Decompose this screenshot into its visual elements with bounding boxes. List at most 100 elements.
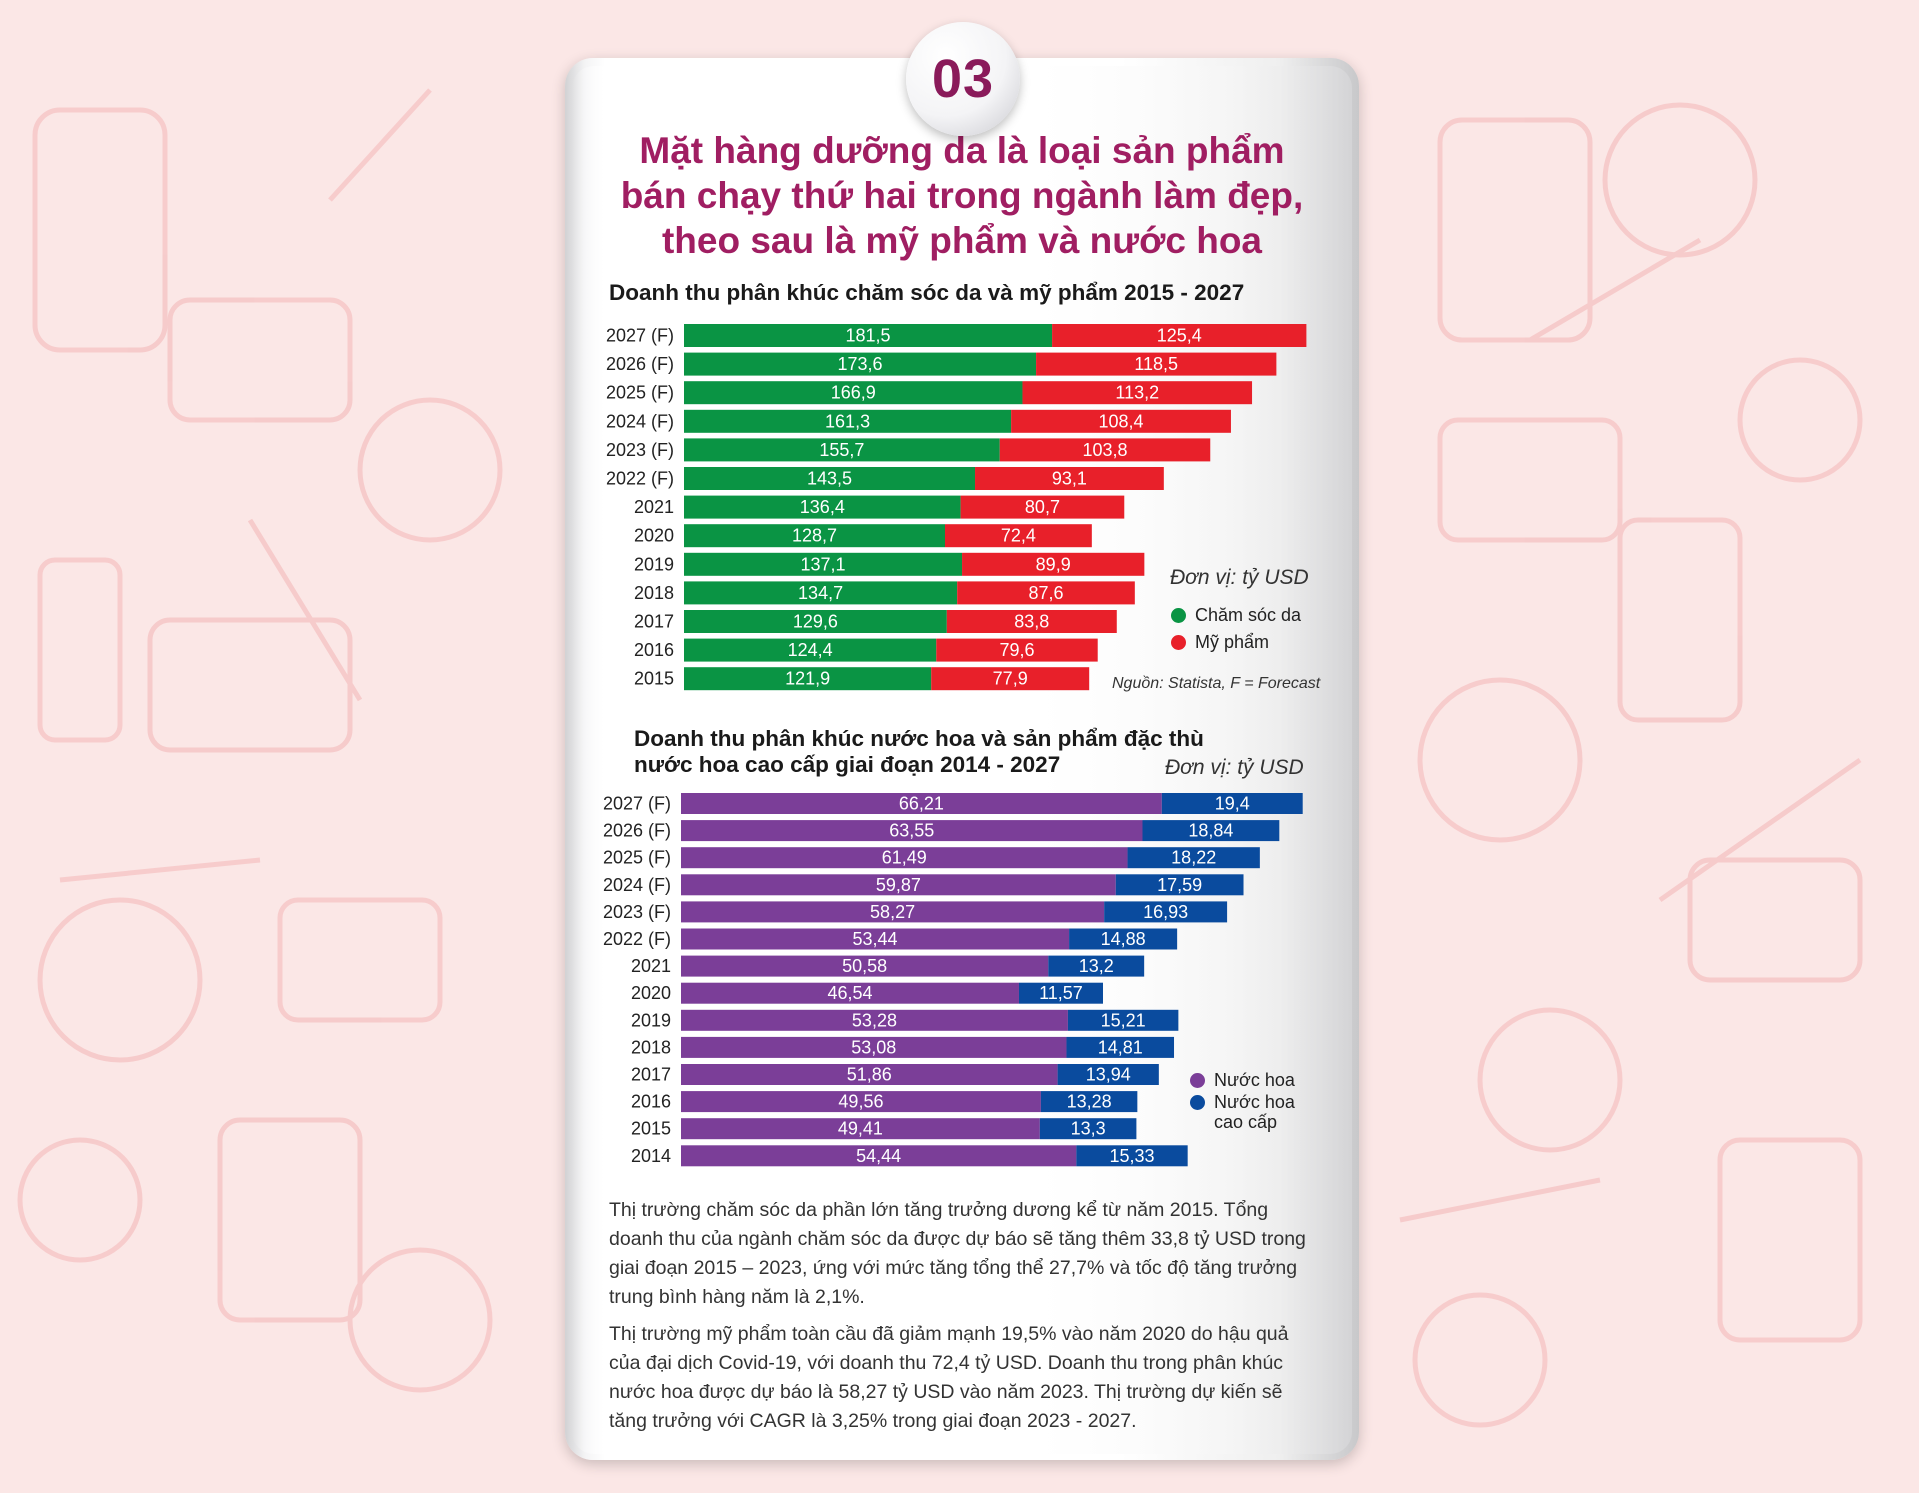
chart2-data-label-luxury-perfume: 13,2	[1079, 956, 1114, 976]
chart1-data-label-skincare: 128,7	[792, 526, 837, 546]
chart2-bar-luxury-perfume	[1115, 874, 1244, 896]
chart2-bar-perfume	[681, 901, 1105, 923]
chart2-title-line-1: Doanh thu phân khúc nước hoa và sản phẩm…	[634, 726, 1204, 751]
chart2-unit: Đơn vị: tỷ USD	[1165, 756, 1304, 779]
chart1-category-label: 2024 (F)	[606, 411, 674, 431]
chart1-category-label: 2021	[634, 497, 674, 517]
section-number-badge: 03	[906, 22, 1020, 136]
chart1-unit: Đơn vị: tỷ USD	[1170, 566, 1309, 589]
chart1-data-label-skincare: 136,4	[800, 497, 845, 517]
legend-dot-skincare	[1171, 608, 1186, 623]
chart2-category-label: 2027 (F)	[603, 794, 671, 814]
chart1-bar-skincare	[684, 581, 958, 605]
chart2-data-label-luxury-perfume: 17,59	[1157, 875, 1202, 895]
chart2-data-label-luxury-perfume: 16,93	[1143, 902, 1188, 922]
chart2-data-label-perfume: 46,54	[827, 983, 872, 1003]
chart1-bar-skincare	[684, 352, 1037, 376]
chart2-bar-luxury-perfume	[1127, 847, 1260, 869]
chart2-bar-luxury-perfume	[1142, 820, 1280, 842]
chart2-bar-perfume	[681, 1091, 1041, 1113]
chart1-data-label-skincare: 181,5	[846, 326, 891, 346]
chart1-category-label: 2020	[634, 526, 674, 546]
chart1-bar-skincare	[684, 467, 976, 490]
chart2-bar-perfume	[681, 820, 1143, 842]
chart1-data-label-cosmetics: 80,7	[1025, 497, 1060, 517]
chart1-bar-cosmetics	[931, 667, 1090, 691]
headline-line-2: bán chạy thứ hai trong ngành làm đẹp,	[620, 175, 1304, 216]
chart1-skincare-cosmetics: 2027 (F) 181,5 125,4 2026 (F) 173,6 118,5 2025…	[606, 324, 1307, 691]
chart1-data-label-cosmetics: 83,8	[1014, 612, 1049, 632]
chart2-bar-perfume	[681, 1145, 1077, 1167]
legend-label-perfume: Nước hoa	[1214, 1070, 1295, 1090]
legend-dot-luxury	[1190, 1095, 1205, 1110]
chart1-bar-skincare	[684, 381, 1023, 405]
chart1-bar-skincare	[684, 638, 937, 662]
chart2-data-label-luxury-perfume: 15,33	[1109, 1146, 1154, 1166]
chart2-category-label: 2017	[631, 1065, 671, 1085]
chart1-data-label-skincare: 134,7	[798, 583, 843, 603]
chart2-bar-perfume	[681, 1064, 1058, 1085]
chart1-bar-cosmetics	[1011, 409, 1231, 433]
chart2-data-label-luxury-perfume: 14,81	[1098, 1037, 1143, 1057]
chart1-data-label-skincare: 166,9	[831, 383, 876, 403]
chart1-data-label-cosmetics: 87,6	[1028, 583, 1063, 603]
chart1-bar-skincare	[684, 324, 1053, 347]
chart2-bar-perfume	[681, 1009, 1068, 1031]
chart2-category-label: 2016	[631, 1092, 671, 1112]
chart2-category-label: 2023 (F)	[603, 902, 671, 922]
chart2-data-label-perfume: 50,58	[842, 956, 887, 976]
chart1-category-label: 2017	[634, 612, 674, 632]
chart2-bar-perfume	[681, 1118, 1040, 1140]
chart2-bar-luxury-perfume	[1066, 1036, 1175, 1058]
chart2-category-label: 2018	[631, 1037, 671, 1057]
chart1-bar-cosmetics	[1052, 324, 1307, 347]
chart1-bar-cosmetics	[1022, 381, 1253, 405]
headline-line-1: Mặt hàng dưỡng da là loại sản phẩm	[639, 130, 1285, 171]
chart2-data-label-perfume: 51,86	[847, 1065, 892, 1085]
chart1-data-label-cosmetics: 118,5	[1134, 354, 1178, 374]
chart1-data-label-skincare: 129,6	[793, 612, 838, 632]
chart2-category-label: 2024 (F)	[603, 875, 671, 895]
chart1-category-label: 2016	[634, 640, 674, 660]
chart1-data-label-skincare: 143,5	[807, 469, 852, 489]
chart1-bar-cosmetics	[975, 467, 1164, 490]
chart2-bar-luxury-perfume	[1076, 1145, 1188, 1167]
chart2-data-label-luxury-perfume: 11,57	[1039, 983, 1083, 1003]
chart1-bar-skincare	[684, 610, 947, 633]
chart2-bar-perfume	[681, 955, 1049, 977]
chart1-data-label-cosmetics: 108,4	[1099, 411, 1144, 431]
chart2-bar-luxury-perfume	[1104, 901, 1228, 923]
chart1-data-label-cosmetics: 77,9	[993, 669, 1028, 689]
chart1-data-label-skincare: 173,6	[838, 354, 883, 374]
content-card-inner	[572, 66, 1352, 1454]
chart2-data-label-perfume: 63,55	[889, 821, 934, 841]
chart2-data-label-luxury-perfume: 14,88	[1101, 929, 1146, 949]
chart1-bar-cosmetics	[936, 638, 1098, 662]
chart1-data-label-cosmetics: 113,2	[1115, 383, 1159, 403]
chart2-data-label-perfume: 53,28	[852, 1010, 897, 1030]
chart2-bar-perfume	[681, 793, 1162, 814]
chart2-category-label: 2022 (F)	[603, 929, 671, 949]
chart2-bar-luxury-perfume	[1067, 1009, 1179, 1031]
chart2-bar-perfume	[681, 982, 1019, 1004]
chart2-data-label-luxury-perfume: 18,22	[1171, 848, 1216, 868]
chart2-data-label-perfume: 61,49	[882, 848, 927, 868]
chart2-title-line-2: nước hoa cao cấp giai đoạn 2014 - 2027	[634, 752, 1061, 777]
chart2-data-label-luxury-perfume: 18,84	[1188, 821, 1233, 841]
chart1-source: Nguồn: Statista, F = Forecast	[1112, 675, 1321, 692]
chart2-data-label-perfume: 53,44	[853, 929, 898, 949]
chart1-title: Doanh thu phân khúc chăm sóc da và mỹ ph…	[609, 280, 1245, 305]
chart1-bar-cosmetics	[960, 495, 1125, 519]
chart1-data-label-skincare: 121,9	[785, 669, 830, 689]
chart2-category-label: 2025 (F)	[603, 848, 671, 868]
chart1-category-label: 2022 (F)	[606, 469, 674, 489]
chart2-bar-perfume	[681, 928, 1070, 950]
chart2-data-label-luxury-perfume: 15,21	[1101, 1010, 1146, 1030]
chart1-bar-skincare	[684, 552, 963, 576]
chart1-bar-cosmetics	[962, 552, 1145, 576]
chart1-data-label-cosmetics: 72,4	[1001, 526, 1036, 546]
chart2-data-label-perfume: 59,87	[876, 875, 921, 895]
chart2-data-label-perfume: 58,27	[870, 902, 915, 922]
chart1-bar-skincare	[684, 495, 961, 519]
chart2-bar-luxury-perfume	[1069, 928, 1178, 950]
